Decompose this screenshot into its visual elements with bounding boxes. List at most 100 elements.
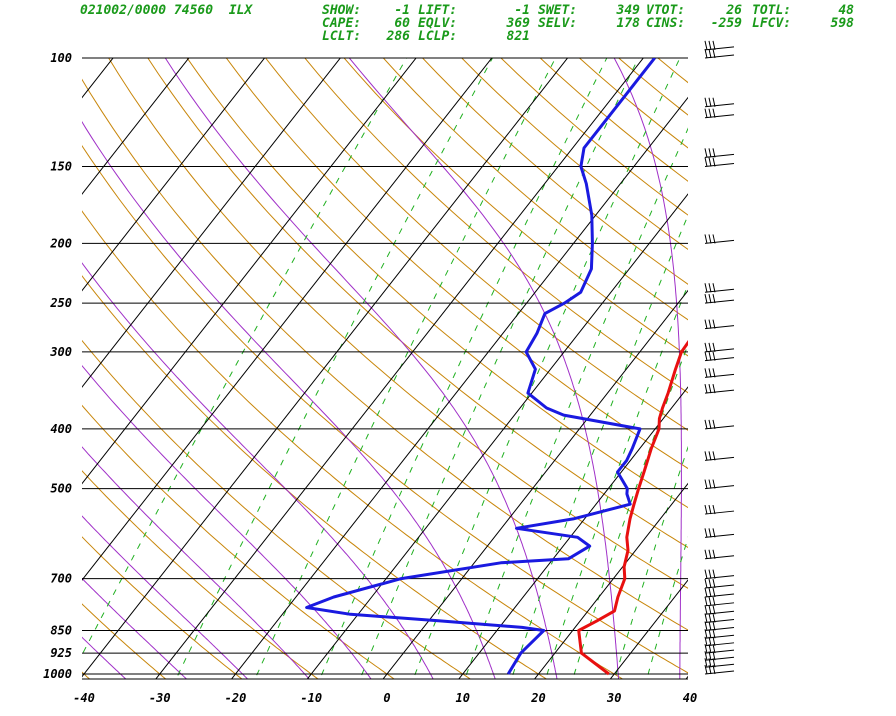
isotherm-line — [82, 58, 266, 292]
isotherm-line — [458, 386, 688, 679]
index-label: CINS: — [646, 16, 686, 31]
index-value: 598 — [830, 16, 854, 31]
wind-barb — [704, 48, 735, 59]
pressure-tick-labels: 1000 925 850 700 500 400 300 250 200 150 100 — [43, 51, 72, 681]
wind-barb — [704, 148, 735, 158]
index-label: TOTL: — [752, 3, 792, 18]
dry-adiabat-line — [82, 536, 243, 679]
isotherm-line — [230, 96, 688, 679]
index-value: 26 — [726, 3, 742, 18]
moist-adiabat-line — [164, 58, 558, 679]
isotherm-line — [82, 58, 493, 581]
dry-adiabat-line — [82, 144, 688, 674]
pressure-tick-label: 700 — [50, 572, 72, 586]
wind-barb — [704, 157, 735, 167]
dry-adiabat-line — [691, 53, 896, 688]
temperature-tick-label: 30 — [606, 691, 621, 705]
wind-barb — [704, 108, 735, 119]
wind-barb — [704, 319, 735, 330]
isotherm-line — [382, 289, 688, 679]
isotherm-line — [306, 193, 688, 679]
index-value: 349 — [616, 3, 640, 18]
mixing-ratio-line — [510, 214, 688, 679]
index-label: SELV: — [538, 16, 578, 31]
dry-adiabat-line — [82, 275, 548, 679]
index-value: 178 — [616, 16, 640, 31]
pressure-tick-label: 850 — [50, 624, 72, 638]
temperature-tick-label: -10 — [300, 691, 322, 705]
dry-adiabat-line — [82, 339, 472, 679]
wind-barb — [704, 569, 735, 580]
wind-barb — [704, 97, 735, 108]
dry-adiabat-line — [82, 603, 167, 679]
dry-adiabat-line — [343, 58, 688, 357]
mixing-ratio-line — [175, 58, 493, 679]
wind-barb — [704, 283, 735, 293]
isotherm-line — [155, 58, 644, 679]
mixing-ratio-line — [359, 58, 639, 679]
index-label: CAPE: — [322, 16, 362, 31]
wind-barb — [704, 605, 735, 615]
index-label: EQLV: — [418, 16, 458, 31]
index-label: LCLP: — [418, 29, 458, 44]
pressure-tick-label: 200 — [49, 236, 72, 250]
index-value: 821 — [506, 29, 530, 44]
index-value: 286 — [386, 29, 410, 44]
isotherm-line — [82, 58, 569, 678]
dry-adiabat-line — [886, 53, 896, 688]
index-value: -259 — [710, 16, 742, 31]
pressure-tick-label: 150 — [50, 159, 72, 173]
index-label: VTOT: — [646, 3, 686, 18]
moist-adiabat-line — [613, 58, 682, 679]
index-label: LIFT: — [418, 3, 458, 18]
moist-adiabat-line — [0, 58, 74, 687]
dry-adiabat-line — [108, 58, 688, 589]
temperature-profile — [577, 340, 688, 676]
isotherms — [82, 58, 688, 679]
moist-adiabat-line — [82, 636, 127, 679]
wind-barb — [704, 40, 735, 51]
pressure-tick-label: 250 — [49, 296, 72, 310]
wind-barb — [704, 351, 735, 362]
dry-adiabats — [82, 53, 896, 688]
wind-barb — [704, 451, 735, 461]
index-value: -1 — [394, 3, 410, 18]
isotherm-line — [82, 58, 417, 485]
dry-adiabat-line — [730, 53, 896, 688]
wind-barb — [704, 587, 735, 598]
moist-adiabats — [0, 58, 682, 687]
temperature-line — [577, 340, 688, 676]
moist-adiabat-line — [82, 364, 372, 679]
isotherm-line — [685, 675, 688, 679]
dry-adiabat-line — [264, 58, 688, 431]
mixing-ratio-line — [545, 283, 688, 679]
station-line: 021002/0000 74560 ILX — [80, 3, 253, 18]
isotherm-line — [82, 58, 190, 195]
wind-barb — [704, 578, 735, 589]
index-value: -1 — [514, 3, 530, 18]
dry-adiabat-line — [147, 58, 688, 549]
moist-adiabat-line — [82, 121, 496, 679]
temperature-tick-label: 0 — [383, 691, 390, 705]
mixing-ratio-line — [412, 58, 681, 679]
dry-adiabat-line — [82, 210, 624, 679]
temperature-tick-label: -40 — [73, 691, 95, 705]
dry-adiabat-line — [186, 58, 688, 509]
isotherm-line — [533, 482, 688, 679]
wind-barb — [704, 234, 735, 244]
temperature-tick-label: 40 — [683, 691, 697, 705]
wind-barb — [704, 549, 735, 560]
dry-adiabat-line — [847, 53, 896, 688]
wind-barbs — [704, 40, 735, 675]
dry-adiabat-line — [769, 53, 896, 688]
index-label: SWET: — [538, 3, 578, 18]
temperature-tick-label: 10 — [456, 691, 470, 705]
wind-barb — [704, 528, 735, 538]
pressure-tick-label: 925 — [50, 646, 72, 660]
index-label: LFCV: — [752, 16, 792, 31]
dry-adiabat-line — [808, 53, 896, 688]
dry-adiabat-line — [382, 58, 688, 321]
wind-barb — [704, 621, 735, 632]
index-label: SHOW: — [322, 3, 362, 18]
